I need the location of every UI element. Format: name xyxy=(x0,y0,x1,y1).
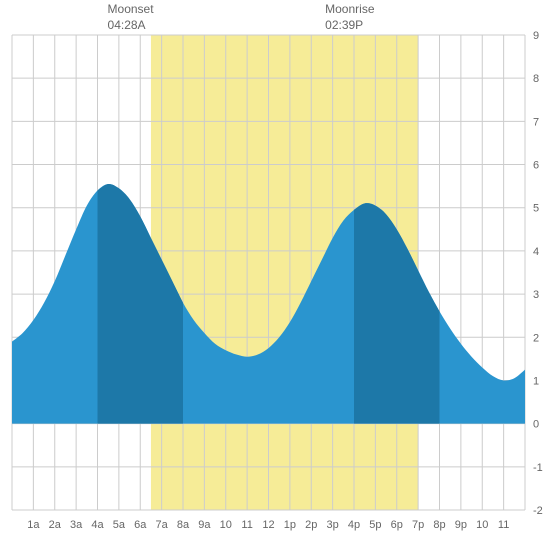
svg-text:5: 5 xyxy=(533,203,539,215)
svg-text:11: 11 xyxy=(241,519,252,531)
svg-text:5a: 5a xyxy=(113,519,126,531)
svg-text:1a: 1a xyxy=(27,519,40,531)
svg-text:9p: 9p xyxy=(455,519,467,531)
svg-text:8p: 8p xyxy=(433,519,445,531)
moonset-label: Moonset 04:28A xyxy=(108,2,154,33)
svg-text:7: 7 xyxy=(533,116,539,128)
svg-text:2: 2 xyxy=(533,332,539,344)
svg-text:9: 9 xyxy=(533,30,539,42)
moonrise-time: 02:39P xyxy=(325,18,374,34)
svg-text:11: 11 xyxy=(498,519,509,531)
svg-text:9a: 9a xyxy=(198,519,211,531)
svg-text:6p: 6p xyxy=(391,519,403,531)
moonrise-title: Moonrise xyxy=(325,2,374,18)
svg-text:8: 8 xyxy=(533,73,539,85)
tide-chart: Moonset 04:28A Moonrise 02:39P 1a2a3a4a5… xyxy=(0,0,550,550)
svg-text:-2: -2 xyxy=(533,505,543,517)
moonrise-label: Moonrise 02:39P xyxy=(325,2,374,33)
svg-text:-1: -1 xyxy=(533,462,543,474)
svg-text:10: 10 xyxy=(220,519,232,531)
svg-text:10: 10 xyxy=(476,519,488,531)
svg-text:7a: 7a xyxy=(156,519,169,531)
moonset-title: Moonset xyxy=(108,2,154,18)
svg-text:6a: 6a xyxy=(134,519,147,531)
svg-text:4: 4 xyxy=(533,246,539,258)
svg-text:3: 3 xyxy=(533,289,539,301)
svg-text:2p: 2p xyxy=(305,519,317,531)
svg-text:6: 6 xyxy=(533,160,539,172)
svg-text:4p: 4p xyxy=(348,519,360,531)
svg-text:7p: 7p xyxy=(412,519,424,531)
chart-svg: 1a2a3a4a5a6a7a8a9a1011121p2p3p4p5p6p7p8p… xyxy=(0,0,550,550)
svg-text:1: 1 xyxy=(533,375,539,387)
svg-text:4a: 4a xyxy=(91,519,104,531)
svg-text:0: 0 xyxy=(533,419,539,431)
svg-text:8a: 8a xyxy=(177,519,190,531)
svg-text:3p: 3p xyxy=(327,519,339,531)
svg-text:3a: 3a xyxy=(70,519,83,531)
moonset-time: 04:28A xyxy=(108,18,154,34)
svg-text:5p: 5p xyxy=(369,519,381,531)
svg-text:1p: 1p xyxy=(284,519,296,531)
svg-text:2a: 2a xyxy=(49,519,62,531)
svg-text:12: 12 xyxy=(262,519,274,531)
